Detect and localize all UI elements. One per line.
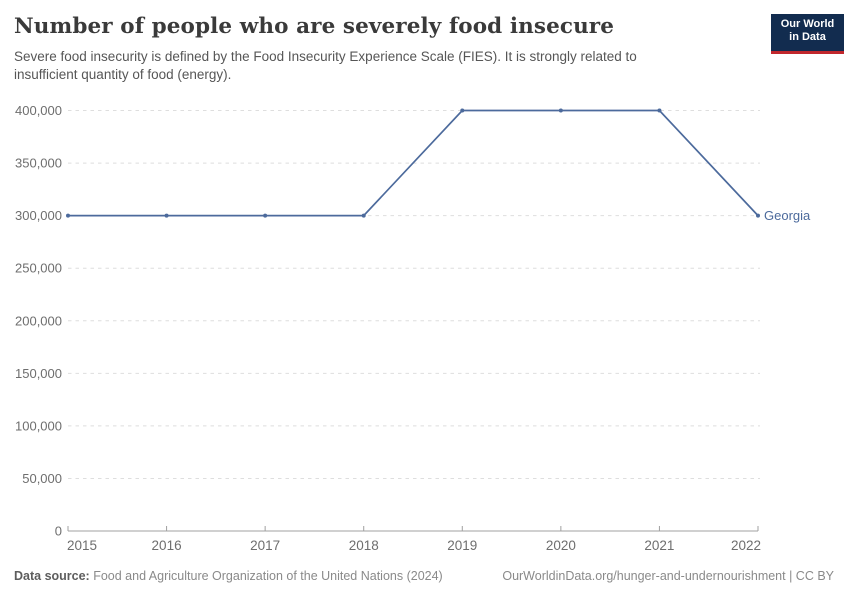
data-point: [657, 108, 662, 113]
x-axis-tick-label: 2018: [349, 538, 379, 553]
owid-logo-line1: Our World: [780, 18, 835, 30]
x-axis-tick-label: 2022: [731, 538, 761, 553]
series-end-label: Georgia: [764, 208, 811, 223]
y-axis-tick-label: 350,000: [15, 156, 62, 171]
chart-title: Number of people who are severely food i…: [14, 14, 615, 39]
owid-logo-line2: in Data: [789, 31, 826, 43]
y-axis-tick-label: 50,000: [22, 471, 62, 486]
chart-subtitle: Severe food insecurity is defined by the…: [14, 48, 764, 84]
x-axis-tick-label: 2019: [447, 538, 477, 553]
x-axis-tick-label: 2020: [546, 538, 576, 553]
data-point: [361, 213, 366, 218]
chart-header: Number of people who are severely food i…: [14, 14, 764, 84]
data-point: [263, 213, 268, 218]
x-axis-tick-label: 2021: [644, 538, 674, 553]
y-axis-tick-label: 150,000: [15, 366, 62, 381]
y-axis-tick-label: 250,000: [15, 261, 62, 276]
y-axis-tick-label: 400,000: [15, 103, 62, 118]
data-source: Data source: Food and Agriculture Organi…: [14, 569, 443, 584]
y-axis-tick-label: 0: [55, 524, 62, 539]
owid-url-link[interactable]: OurWorldinData.org/hunger-and-undernouri…: [502, 569, 834, 583]
data-point: [164, 213, 169, 218]
y-axis-tick-label: 100,000: [15, 418, 62, 433]
x-axis-tick-label: 2016: [152, 538, 182, 553]
x-axis-tick-label: 2017: [250, 538, 280, 553]
owid-logo[interactable]: Our World in Data: [771, 14, 844, 54]
x-axis-tick-label: 2015: [67, 538, 97, 553]
chart-subtitle-line1: Severe food insecurity is defined by the…: [14, 49, 637, 64]
data-source-label: Data source:: [14, 569, 90, 583]
chart-subtitle-line2: insufficient quantity of food (energy).: [14, 67, 232, 82]
data-point: [460, 108, 465, 113]
chart-footer: Data source: Food and Agriculture Organi…: [14, 569, 834, 584]
data-point: [66, 213, 70, 218]
y-axis-tick-label: 300,000: [15, 208, 62, 223]
data-point: [756, 213, 760, 218]
series-line-georgia: [68, 109, 759, 217]
data-source-text: Food and Agriculture Organization of the…: [89, 569, 443, 583]
data-point: [558, 108, 563, 113]
y-axis-tick-label: 200,000: [15, 313, 62, 328]
